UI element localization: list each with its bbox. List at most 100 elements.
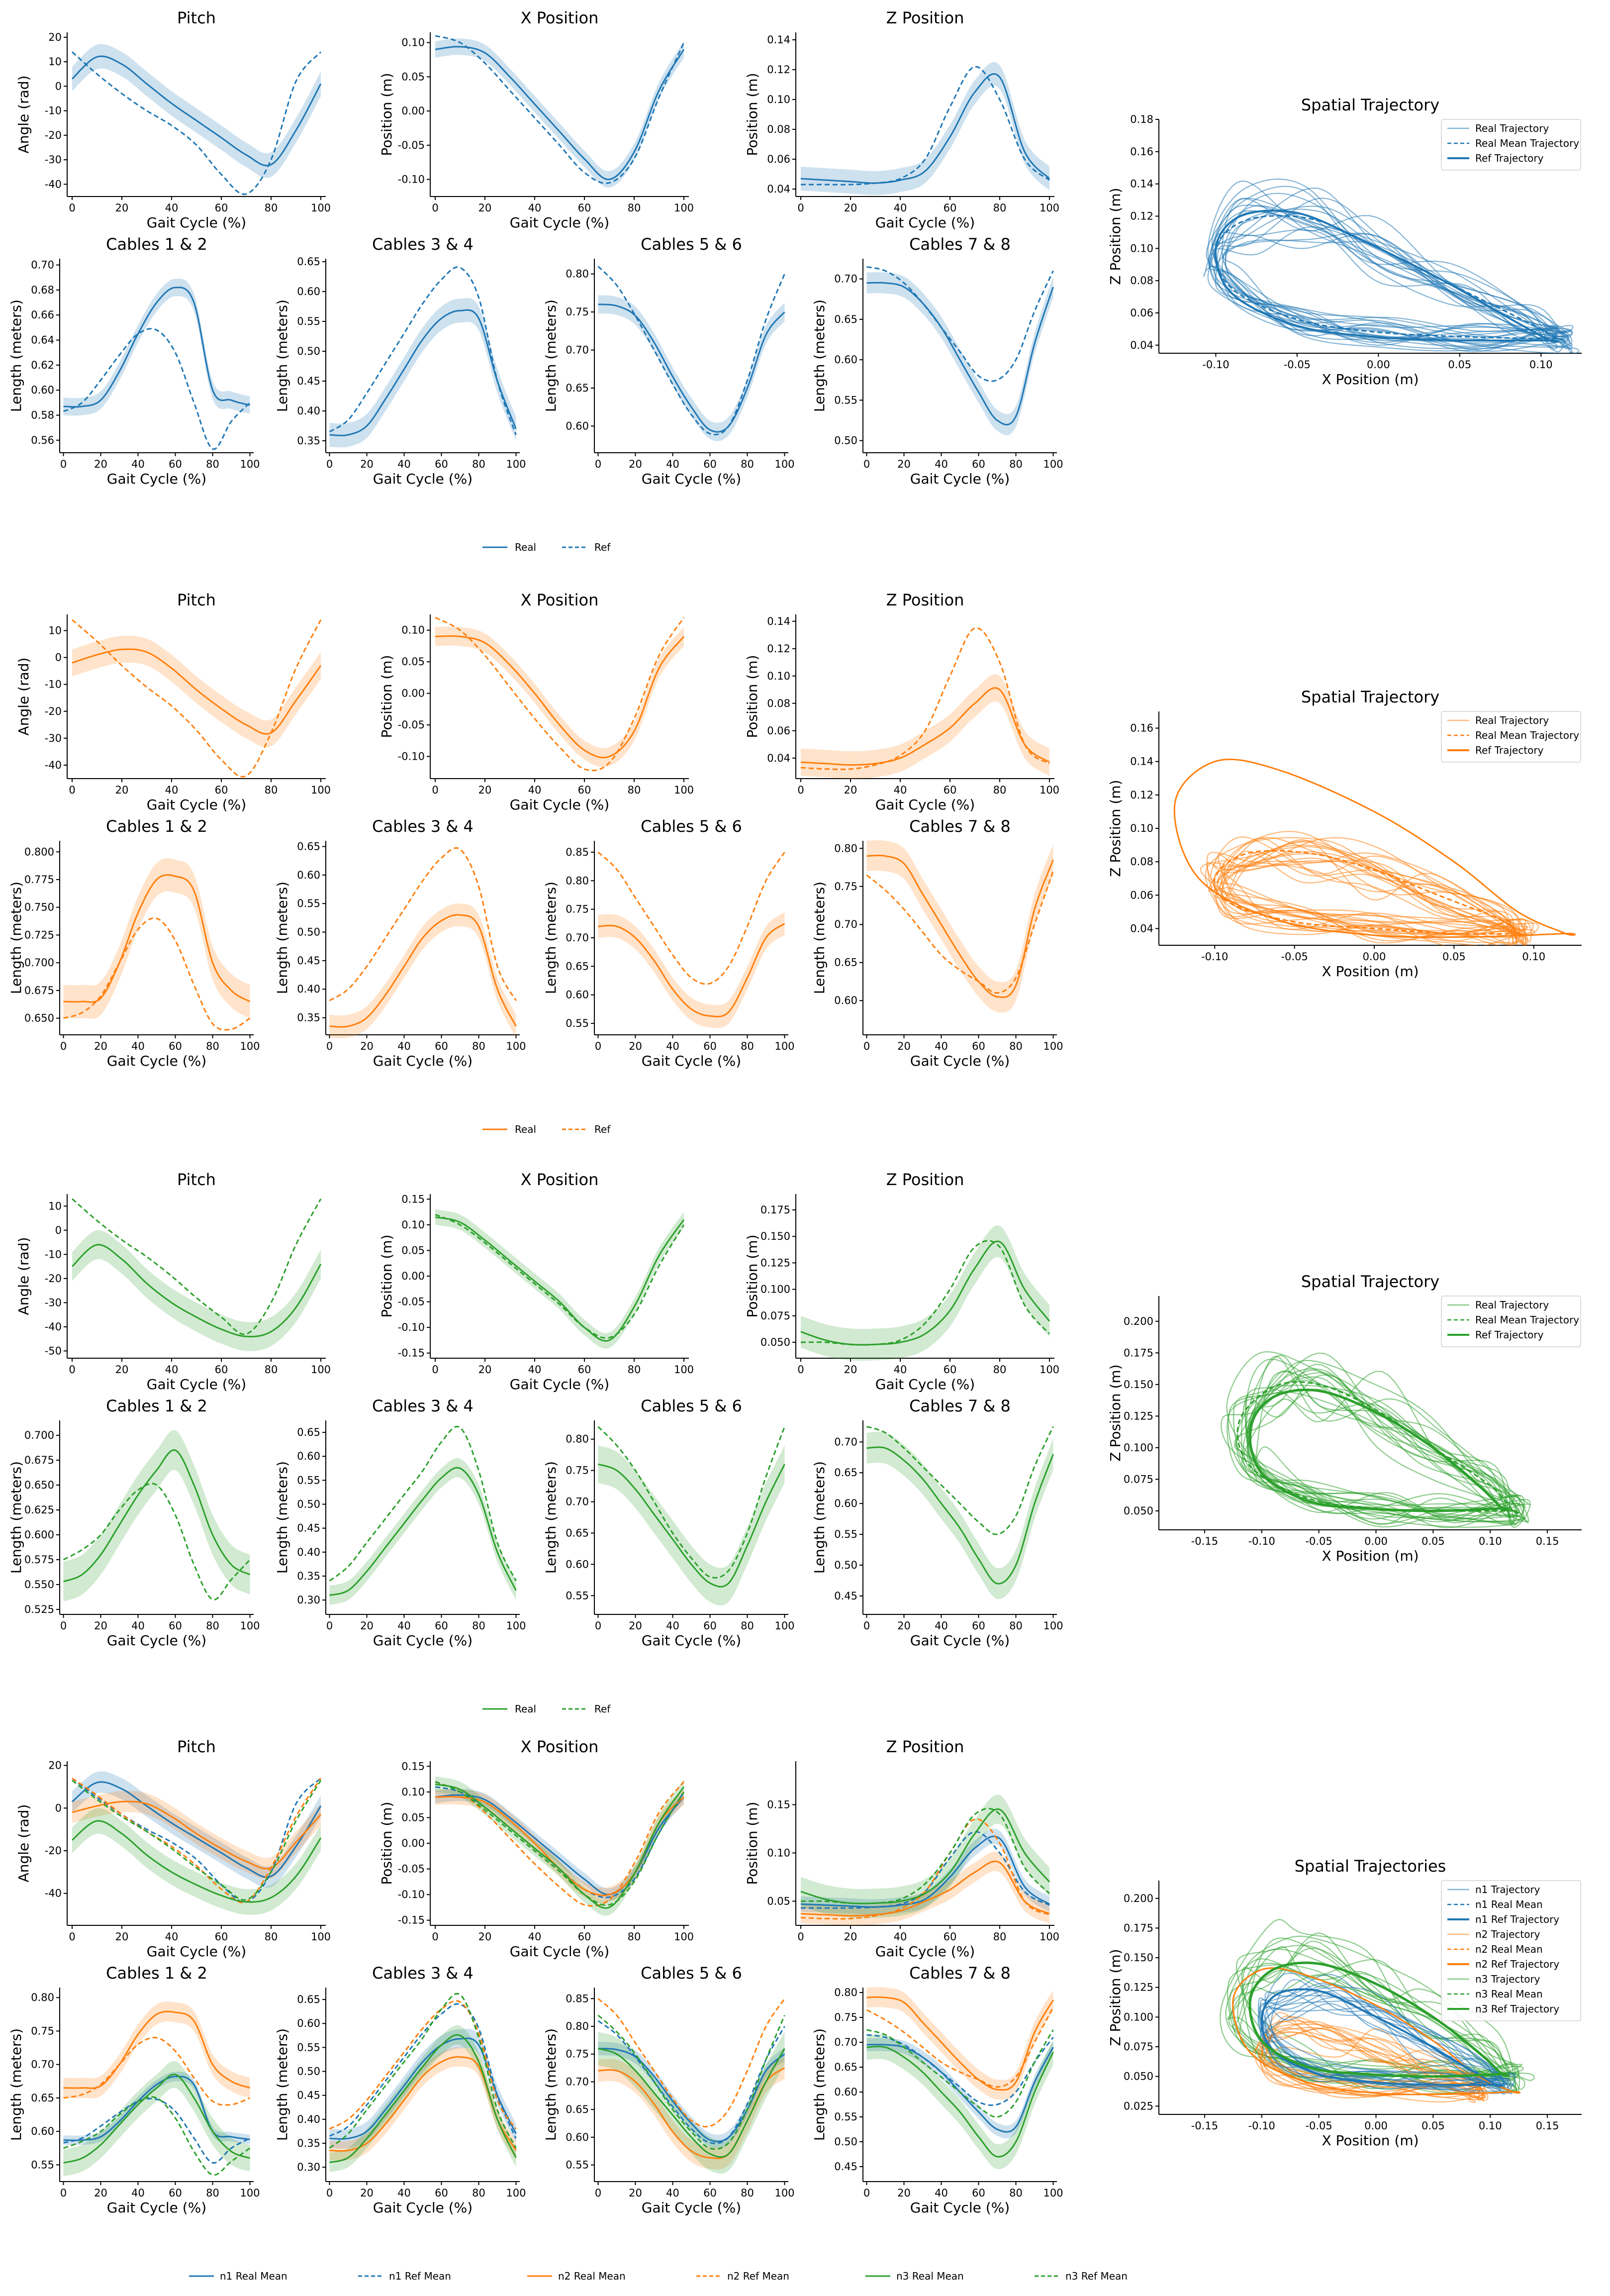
x-tick-label: 60 [578, 784, 591, 796]
x-tick-label: 0 [595, 2187, 601, 2199]
n3-real-band [435, 1776, 684, 1916]
legend-label: n1 Real Mean [220, 2270, 287, 2282]
x-axis-label: X Position (m) [1322, 1548, 1419, 1564]
n2-ref-line [72, 1778, 322, 1903]
y-tick-label: 0.65 [834, 313, 857, 325]
x-tick-label: 0 [863, 2187, 870, 2199]
x-tick-label: 0 [60, 1620, 67, 1632]
y-tick-label: 0.575 [24, 1554, 54, 1566]
x-tick-label: 40 [666, 2187, 679, 2199]
n3-real-traj-curve [1247, 1372, 1529, 1524]
y-tick-label: 0.600 [24, 1529, 54, 1541]
y-tick-label: 0.55 [566, 2159, 589, 2171]
chart-n3-c34: Cables 3 & 4 0 20 40 60 80 100 0.30 0.35 0.40 0.45… [274, 1397, 526, 1649]
y-axis-label: Length (meters) [8, 882, 24, 994]
legend-label-real: Real [515, 541, 536, 553]
x-tick-label: -0.10 [1202, 359, 1229, 371]
y-axis-label: Position (m) [744, 1234, 760, 1317]
y-tick-label: 0.55 [834, 394, 857, 406]
y-tick-label: 0.55 [297, 2041, 320, 2053]
x-tick-label: 40 [528, 1364, 542, 1376]
x-axis-label: Gait Cycle (%) [107, 1632, 206, 1649]
y-tick-label: 0.00 [401, 105, 425, 117]
x-tick-label: 80 [472, 1040, 485, 1052]
y-tick-label: -10 [45, 105, 62, 117]
y-axis-label: Length (meters) [274, 882, 290, 994]
y-axis-label: Angle (rad) [15, 76, 32, 154]
x-tick-label: -0.10 [1248, 2120, 1275, 2132]
x-axis-label: Gait Cycle (%) [107, 1053, 206, 1069]
x-tick-label: 20 [478, 1931, 492, 1943]
x-tick-label: 40 [165, 1364, 179, 1376]
y-axis-label: Position (m) [379, 1801, 395, 1885]
x-tick-label: 0 [595, 1040, 601, 1052]
n3-real-line [866, 2045, 1054, 2158]
n2-ref-line [866, 871, 1054, 994]
chart-title: Z Position [886, 1170, 964, 1189]
x-tick-label: 80 [741, 1620, 754, 1632]
y-tick-label: 0.14 [1130, 756, 1153, 768]
x-tick-label: 40 [397, 1620, 411, 1632]
n2-real-band [598, 2057, 785, 2170]
y-axis-label: Position (m) [744, 655, 760, 738]
x-tick-label: 60 [703, 1040, 717, 1052]
y-tick-label: 0.45 [297, 2090, 320, 2101]
n2-real-traj-curve [1214, 857, 1532, 943]
x-tick-label: 0.15 [1536, 2120, 1559, 2132]
chart-c-zpos: Z Position 0 20 40 60 80 100 0.05 0.10 0.15 Gait C… [744, 1737, 1059, 1960]
chart-title: Cables 5 & 6 [641, 1397, 742, 1415]
x-tick-label: 80 [741, 1040, 754, 1052]
y-tick-label: 0.06 [1130, 307, 1153, 319]
x-tick-label: 100 [1043, 1620, 1063, 1632]
legend-label: n2 Trajectory [1475, 1928, 1540, 1940]
n2-real-band [329, 2047, 516, 2161]
x-tick-label: 20 [360, 458, 374, 470]
y-tick-label: 0.60 [566, 989, 589, 1001]
y-tick-label: 0.75 [566, 1465, 589, 1477]
n3-real-band [435, 1209, 684, 1349]
x-tick-label: 40 [894, 784, 907, 796]
x-tick-label: 80 [206, 1620, 219, 1632]
y-tick-label: 0.40 [297, 405, 320, 417]
x-tick-label: 20 [629, 1620, 642, 1632]
x-tick-label: -0.15 [1191, 1535, 1218, 1547]
n3-ref-line [866, 1425, 1054, 1535]
n1-real-line [598, 2048, 785, 2142]
chart-title: Pitch [177, 1170, 216, 1189]
n2-real-band [63, 2001, 250, 2098]
x-tick-label: 20 [478, 202, 492, 214]
n2-real-line [598, 923, 785, 1017]
y-axis-label: Position (m) [379, 73, 395, 156]
x-tick-label: 80 [265, 202, 278, 214]
y-axis-label: Length (meters) [543, 299, 559, 412]
y-tick-label: 0.35 [297, 1570, 320, 1582]
y-tick-label: -0.05 [398, 719, 425, 731]
x-tick-label: 0 [863, 1620, 870, 1632]
n2-real-band [866, 1987, 1053, 2100]
y-tick-label: 0.175 [1124, 1347, 1153, 1359]
x-tick-label: 0.05 [1448, 359, 1471, 371]
trajectory-legend: Real Trajectory Real Mean Trajectory Ref T… [1441, 119, 1581, 171]
x-axis-label: Gait Cycle (%) [510, 214, 609, 231]
x-tick-label: 80 [741, 2187, 754, 2199]
chart-n2-xpos: X Position 0 20 40 60 80 100 -0.10 -0.05 0.00 0.05… [379, 591, 694, 813]
y-tick-label: 0.65 [566, 382, 589, 394]
x-tick-label: 0 [326, 458, 333, 470]
x-tick-label: 60 [435, 458, 448, 470]
x-tick-label: 0.10 [1522, 951, 1545, 963]
y-tick-label: 0.70 [566, 1496, 589, 1508]
n1-ref-line [597, 2020, 785, 2144]
n3-real-traj-curve [1226, 1351, 1511, 1518]
chart-n3-c12: Cables 1 & 2 0 20 40 60 80 100 0.525 0.550 0.575 0… [8, 1397, 260, 1649]
chart-title: Pitch [177, 8, 216, 27]
y-axis-label: Length (meters) [8, 299, 24, 412]
n2-ref-line [435, 1781, 685, 1907]
legend-label: Ref Trajectory [1475, 744, 1544, 756]
y-tick-label: -10 [45, 1248, 62, 1260]
n3-ref-line [435, 1213, 685, 1339]
chart-c-pitch: Pitch 0 20 40 60 80 100 -40 -20 0 20 Gait Cycle (%)… [15, 1737, 331, 1960]
chart-n1-c12: Cables 1 & 2 0 20 40 60 80 100 0.56 0.58 0.60 0.62… [8, 235, 260, 487]
y-tick-label: 0.10 [767, 1847, 790, 1859]
y-axis-label: Length (meters) [8, 1461, 24, 1574]
y-tick-label: 0.10 [1130, 822, 1153, 834]
